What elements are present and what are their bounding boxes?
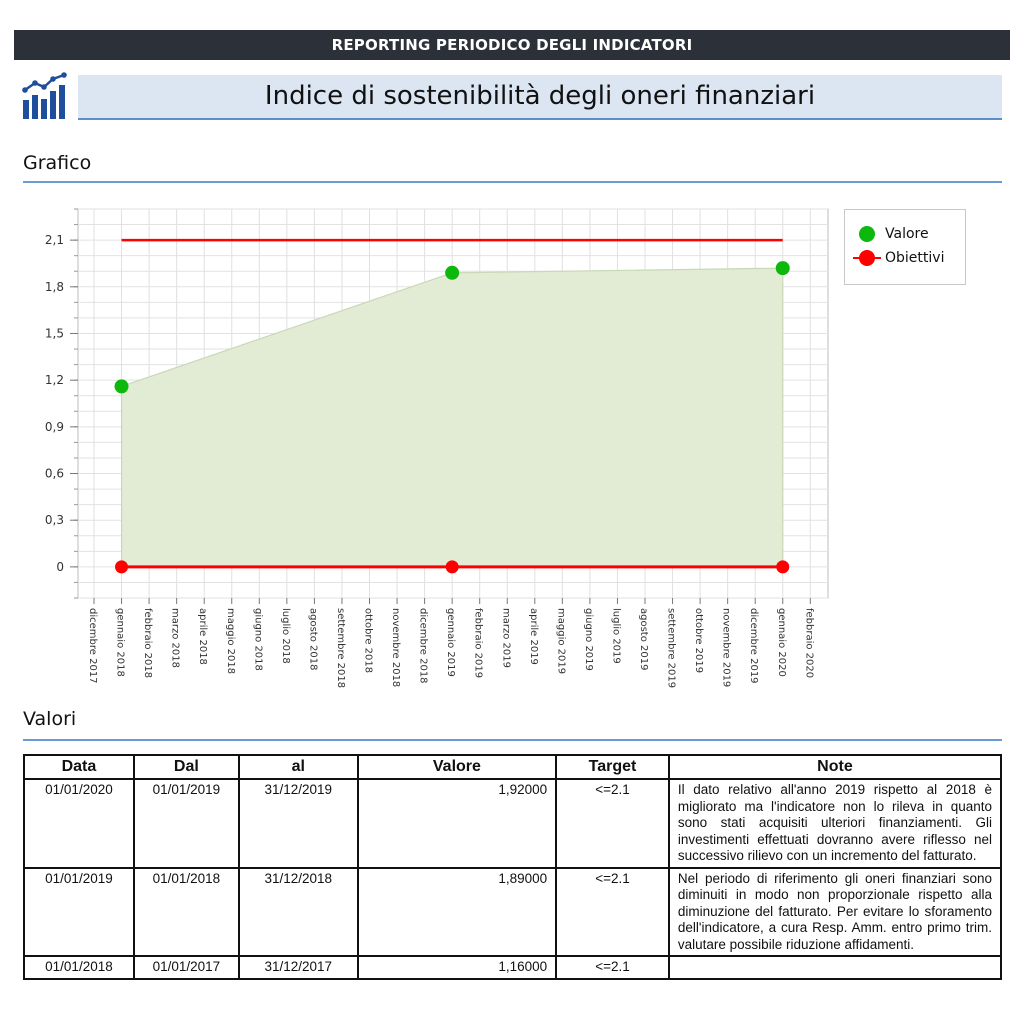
column-header-dal: Dal (132, 754, 240, 780)
column-header-valore: Valore (356, 754, 558, 780)
x-tick-label: novembre 2019 (721, 608, 732, 687)
indicator-area-chart: 0 0,3 0,6 0,9 1,2 1,5 1,8 2,1 dicembre 2017 genna… (45, 208, 829, 688)
cell-data: 01/01/2018 (23, 955, 135, 980)
y-tick-label: 2,1 (45, 233, 64, 247)
x-tick-label: ottobre 2018 (363, 608, 374, 673)
x-tick-label: febbraio 2020 (803, 608, 814, 678)
x-tick-label: gennaio 2020 (776, 608, 787, 677)
column-header-al: al (237, 754, 359, 780)
x-tick-label: settembre 2019 (666, 608, 677, 688)
point-valore (445, 265, 460, 280)
x-tick-label: aprile 2018 (197, 608, 208, 665)
legend-item-obiettivi: Obiettivi (853, 248, 945, 268)
bar-chart-trend-icon (22, 72, 67, 119)
x-tick-label: dicembre 2019 (748, 608, 759, 684)
point-valore (114, 379, 129, 394)
cell-valore: 1,16000 (356, 955, 558, 980)
x-tick-label: febbraio 2018 (142, 608, 153, 678)
x-tick-label: gennaio 2018 (115, 608, 126, 677)
table-row: 01/01/2018 01/01/2017 31/12/2017 1,16000… (23, 955, 1003, 980)
chart-legend: Valore Obiettivi (844, 209, 966, 285)
x-tick-label: novembre 2018 (390, 608, 401, 687)
cell-target: <=2.1 (555, 955, 670, 980)
x-tick-label: maggio 2018 (225, 608, 236, 674)
column-header-data: Data (23, 754, 135, 780)
legend-item-valore: Valore (859, 224, 929, 244)
cell-dal: 01/01/2017 (132, 955, 240, 980)
legend-label-valore: Valore (885, 226, 929, 242)
x-tick-label: ottobre 2019 (693, 608, 704, 673)
x-tick-label: giugno 2019 (583, 608, 594, 671)
column-header-note: Note (667, 754, 1003, 780)
cell-al: 31/12/2019 (237, 778, 359, 869)
cell-valore: 1,89000 (356, 866, 558, 957)
x-tick-label: giugno 2018 (252, 608, 263, 671)
cell-al: 31/12/2018 (237, 866, 359, 957)
page-title: Indice di sostenibilità degli oneri fina… (78, 75, 1002, 120)
y-tick-label: 1,2 (45, 373, 64, 387)
x-tick-label: maggio 2019 (555, 608, 566, 674)
x-tick-label: settembre 2018 (335, 608, 346, 688)
x-tick-label: dicembre 2018 (418, 608, 429, 684)
x-tick-label: luglio 2019 (610, 608, 621, 664)
table-row: 01/01/2020 01/01/2019 31/12/2019 1,92000… (23, 778, 1003, 869)
x-tick-label: aprile 2019 (528, 608, 539, 665)
cell-dal: 01/01/2018 (132, 866, 240, 957)
y-tick-label: 0 (56, 560, 64, 574)
section-chart-heading: Grafico (23, 150, 1002, 183)
x-tick-label: agosto 2019 (638, 608, 649, 670)
x-tick-label: luglio 2018 (280, 608, 291, 664)
point-obiettivi (115, 560, 129, 574)
x-tick-label: marzo 2018 (170, 608, 181, 668)
legend-marker-valore (859, 226, 875, 242)
cell-data: 01/01/2019 (23, 866, 135, 957)
x-tick-label: agosto 2018 (307, 608, 318, 670)
legend-marker-obiettivi (853, 250, 881, 266)
cell-data: 01/01/2020 (23, 778, 135, 869)
cell-dal: 01/01/2019 (132, 778, 240, 869)
x-tick-label: gennaio 2019 (445, 608, 456, 677)
cell-note: Il dato relativo all'anno 2019 rispetto … (667, 778, 1003, 869)
x-tick-label: febbraio 2019 (473, 608, 484, 678)
y-tick-label: 0,6 (45, 467, 64, 481)
point-obiettivi (445, 560, 459, 574)
cell-note (667, 955, 1003, 980)
cell-al: 31/12/2017 (237, 955, 359, 980)
section-values-heading: Valori (23, 706, 1002, 741)
table-header-row: Data Dal al Valore Target Note (23, 754, 1003, 780)
y-tick-label: 1,5 (45, 326, 64, 340)
x-tick-label: dicembre 2017 (87, 608, 98, 684)
cell-target: <=2.1 (555, 778, 670, 869)
point-valore (775, 261, 790, 276)
report-banner: REPORTING PERIODICO DEGLI INDICATORI (14, 30, 1010, 60)
x-tick-label: marzo 2019 (500, 608, 511, 668)
values-table: Data Dal al Valore Target Note 01/01/202… (23, 754, 1003, 980)
y-tick-label: 1,8 (45, 280, 64, 294)
cell-target: <=2.1 (555, 866, 670, 957)
cell-valore: 1,92000 (356, 778, 558, 869)
column-header-target: Target (555, 754, 670, 780)
cell-note: Nel periodo di riferimento gli oneri fin… (667, 866, 1003, 957)
y-tick-label: 0,3 (45, 513, 64, 527)
table-row: 01/01/2019 01/01/2018 31/12/2018 1,89000… (23, 866, 1003, 957)
y-tick-label: 0,9 (45, 420, 64, 434)
legend-label-obiettivi: Obiettivi (885, 250, 945, 266)
point-obiettivi (776, 560, 790, 574)
